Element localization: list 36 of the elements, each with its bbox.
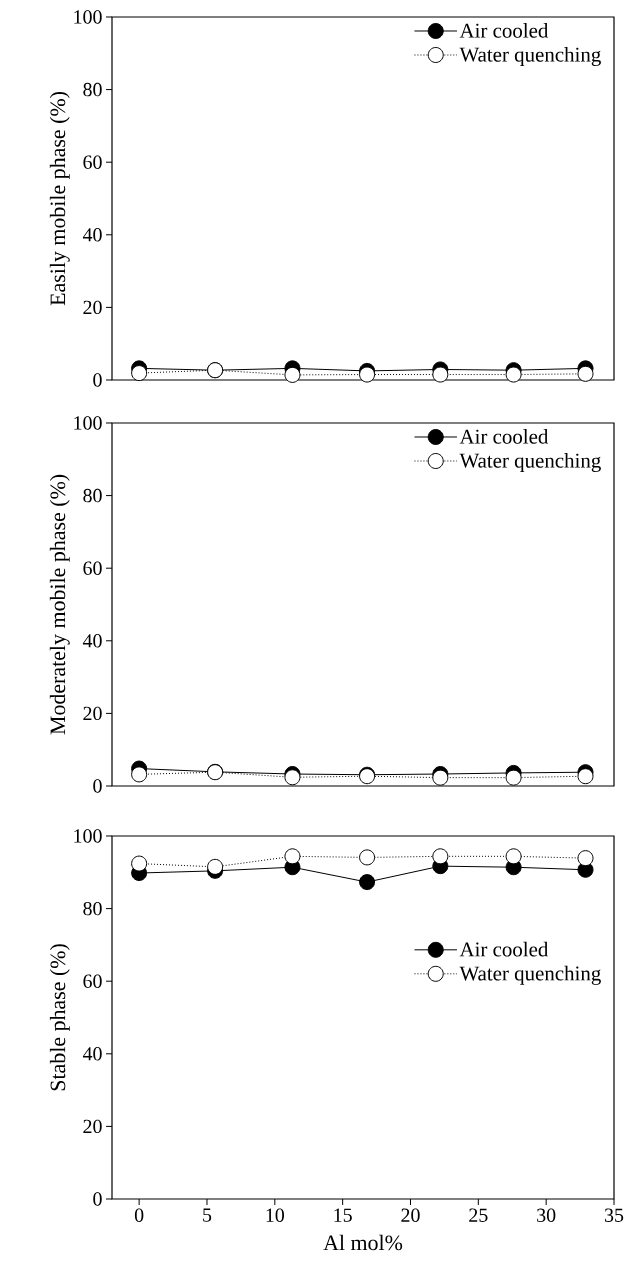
y-axis-title: Moderately mobile phase (%) — [49, 474, 70, 735]
y-axis-title: Stable phase (%) — [49, 944, 70, 1091]
y-tick-label: 60 — [83, 155, 102, 169]
y-tick-label: 40 — [82, 228, 102, 242]
x-tick-label: 5 — [203, 1208, 212, 1222]
x-tick-label: 30 — [537, 1208, 556, 1222]
y-tick-label: 80 — [83, 488, 102, 503]
y-tick-label: 60 — [83, 561, 102, 575]
y-tick-label: 20 — [83, 1119, 102, 1134]
y-tick-label: 100 — [74, 416, 102, 430]
y-tick-label: 0 — [93, 1192, 102, 1206]
legend-label: Water quenching — [459, 965, 601, 985]
y-tick-label: 20 — [83, 300, 102, 315]
legend-label: Air cooled — [459, 428, 549, 444]
x-tick-label: 15 — [334, 1208, 352, 1222]
y-tick-label: 0 — [93, 373, 102, 387]
y-tick-label: 80 — [83, 82, 102, 97]
y-tick-label: 40 — [82, 1047, 102, 1061]
x-tick-label: 20 — [401, 1208, 420, 1222]
y-tick-label: 40 — [82, 634, 102, 648]
x-tick-label: 0 — [134, 1208, 144, 1222]
legend-label: Water quenching — [459, 452, 601, 473]
x-axis-title: Al mol% — [323, 1234, 403, 1251]
x-tick-label: 10 — [266, 1208, 285, 1222]
y-tick-label: 80 — [83, 901, 102, 916]
y-axis-title: Easily mobile phase (%) — [49, 91, 70, 306]
y-tick-label: 60 — [83, 974, 102, 988]
y-tick-label: 100 — [74, 829, 102, 843]
legend-label: Air cooled — [459, 22, 549, 38]
x-tick-label: 25 — [469, 1208, 488, 1222]
y-tick-label: 0 — [93, 779, 102, 793]
y-tick-label: 100 — [74, 10, 102, 24]
legend-label: Air cooled — [459, 941, 549, 957]
x-tick-label: 35 — [604, 1208, 624, 1222]
y-tick-label: 20 — [83, 706, 102, 721]
legend-label: Water quenching — [459, 46, 601, 67]
